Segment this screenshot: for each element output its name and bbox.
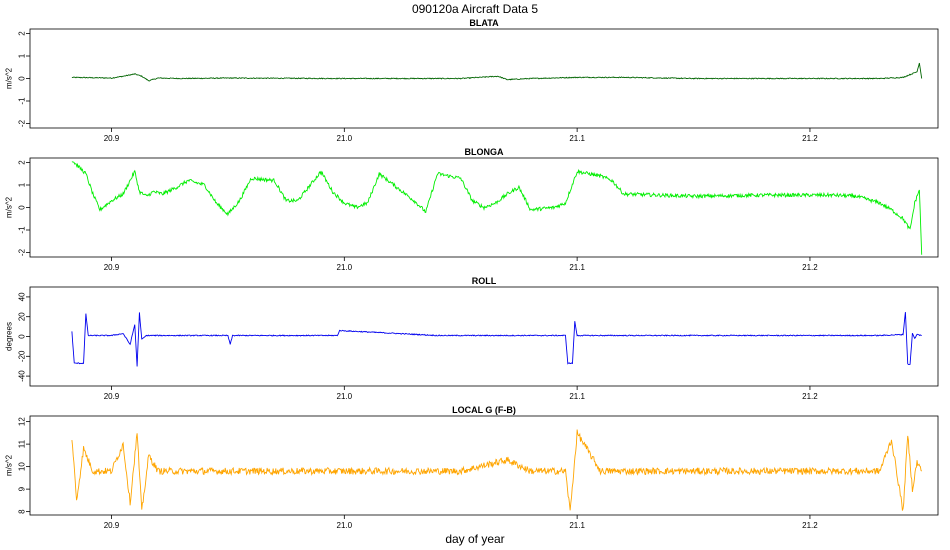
y-axis-label: m/s^2 — [5, 454, 14, 476]
x-tick-label: 21.1 — [569, 392, 585, 401]
panel-1: BLONGA -2 -1 0 1 2 m/s^2 20.9 21.0 21.1 21.2 — [5, 147, 939, 272]
x-tick-label: 21.0 — [337, 392, 353, 401]
x-tick-label: 21.2 — [802, 134, 818, 143]
y-tick-label: -1 — [18, 97, 27, 105]
x-tick-label: 21.2 — [802, 392, 818, 401]
x-tick-label: 21.2 — [802, 521, 818, 530]
y-tick-label: 8 — [18, 509, 27, 514]
x-tick-label: 21.1 — [569, 263, 585, 272]
y-tick-label: 9 — [18, 486, 27, 491]
y-tick-label: 11 — [18, 439, 27, 448]
plot-frame — [29, 286, 939, 387]
panel-title: ROLL — [472, 276, 497, 286]
y-tick-label: 0 — [18, 334, 27, 339]
panel-title: BLONGA — [465, 147, 504, 157]
y-tick-label: 0 — [18, 205, 27, 210]
y-tick-label: 10 — [18, 462, 27, 471]
x-tick-label: 21.0 — [337, 134, 353, 143]
y-tick-label: 2 — [18, 31, 27, 36]
x-tick-label: 20.9 — [104, 263, 120, 272]
y-tick-label: 20 — [18, 312, 27, 321]
y-tick-label: 12 — [18, 417, 27, 426]
panel-0: BLATA -2 -1 0 1 2 m/s^2 20.9 21.0 21.1 21.2 — [5, 18, 939, 143]
y-tick-label: -2 — [18, 248, 27, 256]
y-tick-label: 0 — [18, 76, 27, 81]
x-tick-label: 20.9 — [104, 392, 120, 401]
panel-3: LOCAL G (F-B) 8 9 10 11 12 m/s^2 20.9 21.0 21.1 21… — [5, 405, 939, 530]
y-tick-label: 40 — [18, 292, 27, 301]
series-line — [71, 62, 923, 82]
y-tick-label: 1 — [18, 182, 27, 187]
y-tick-label: -1 — [18, 226, 27, 234]
y-tick-label: -20 — [18, 350, 27, 362]
y-axis-label: degrees — [5, 322, 14, 351]
series-line — [71, 312, 922, 367]
x-axis-label: day of year — [445, 532, 504, 546]
y-tick-label: -2 — [18, 119, 27, 127]
plot-frame — [29, 415, 939, 516]
y-axis-label: m/s^2 — [5, 67, 14, 89]
x-tick-label: 21.2 — [802, 263, 818, 272]
figure-title: 090120a Aircraft Data 5 — [412, 2, 538, 16]
y-tick-label: 1 — [18, 53, 27, 58]
y-tick-label: -40 — [18, 370, 27, 382]
series-line — [71, 161, 923, 255]
y-axis-label: m/s^2 — [5, 196, 14, 218]
x-tick-label: 20.9 — [104, 134, 120, 143]
panel-title: LOCAL G (F-B) — [452, 405, 516, 415]
panel-2: ROLL -40 -20 0 20 40 degrees 20.9 21.0 21.1 21.2 — [5, 276, 939, 401]
series-line — [71, 429, 923, 511]
x-tick-label: 20.9 — [104, 521, 120, 530]
x-tick-label: 21.0 — [337, 263, 353, 272]
x-tick-label: 21.0 — [337, 521, 353, 530]
x-tick-label: 21.1 — [569, 134, 585, 143]
x-tick-label: 21.1 — [569, 521, 585, 530]
panel-title: BLATA — [469, 18, 499, 28]
y-tick-label: 2 — [18, 160, 27, 165]
